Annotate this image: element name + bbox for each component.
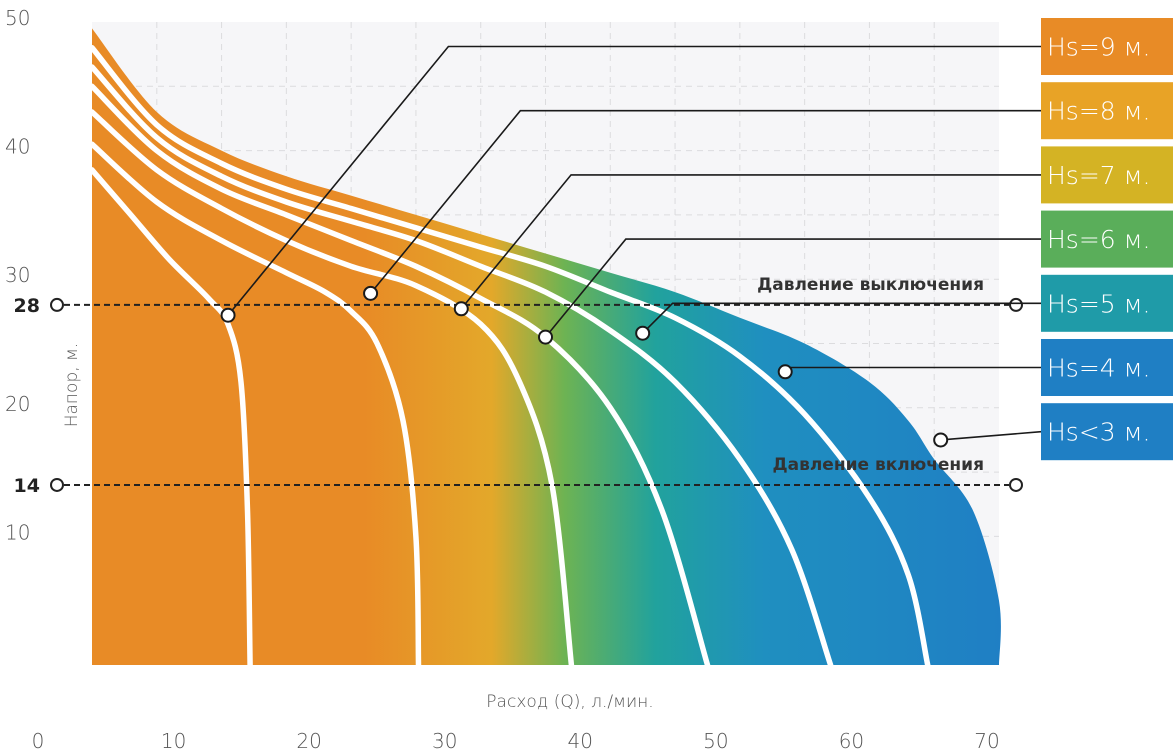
y-axis-title: Напор, м. (62, 343, 82, 428)
x-tick-label: 20 (296, 729, 321, 753)
legend-label: Hs<3 м. (1047, 418, 1150, 447)
curve-marker (933, 432, 949, 448)
curve-marker (538, 329, 553, 345)
y-tick-label: 30 (5, 263, 30, 287)
x-tick-label: 30 (432, 729, 457, 753)
reference-marker-right (1009, 297, 1023, 312)
legend-label: Hs=8 м. (1047, 97, 1150, 126)
legend-label: Hs=6 м. (1047, 225, 1150, 254)
legend-box (1041, 403, 1173, 461)
legend: Hs=9 м. Hs=8 м. Hs=7 м. Hs=6 м. Hs=5 м. Hs=4 … (1041, 18, 1173, 461)
series-line-Hs=8 м. (89, 141, 422, 668)
reference-value: 28 (14, 295, 40, 317)
legend-label: Hs=5 м. (1047, 289, 1150, 318)
curve-marker (363, 285, 379, 301)
reference-label: Давление включения (772, 455, 984, 475)
leader-line (460, 174, 1041, 310)
x-tick-label: 70 (974, 729, 999, 753)
curve-marker (777, 364, 793, 380)
reference-lines: 28 Давление выключения 14 Давление включени… (14, 275, 1023, 497)
reference-label: Давление выключения (757, 275, 984, 295)
legend-label: Hs=7 м. (1047, 161, 1150, 190)
x-axis-ticks: 0 10 20 30 40 50 60 70 (32, 729, 1000, 753)
series-line-Hs=6 м. (89, 83, 711, 668)
y-tick-label: 10 (5, 520, 30, 544)
legend-box (1041, 274, 1173, 332)
x-tick-label: 40 (568, 729, 593, 753)
leader-line (227, 45, 1041, 316)
series-line-Hs=4 м. (89, 44, 931, 668)
leader-lines (220, 45, 1042, 448)
curve-marker (453, 301, 469, 317)
legend-box (1041, 339, 1173, 396)
curve-marker (220, 307, 236, 323)
y-tick-label: 40 (5, 135, 30, 159)
x-axis-title: Расход (Q), л./мин. (486, 692, 653, 712)
reference-marker-left (50, 477, 64, 492)
legend-box (1041, 210, 1173, 268)
legend-label: Hs=9 м. (1047, 33, 1150, 62)
leader-line (369, 109, 1041, 294)
legend-label: Hs=4 м. (1047, 354, 1150, 383)
legend-box (1041, 82, 1173, 140)
reference-marker-right (1009, 477, 1023, 492)
leader-line (544, 238, 1041, 338)
curve-marker (635, 325, 651, 341)
area-fill-Hs<3 м. (92, 28, 1001, 665)
legend-box (1041, 18, 1173, 75)
leader-line (642, 302, 1041, 334)
legend-box (1041, 146, 1173, 204)
x-tick-label: 50 (703, 729, 728, 753)
x-tick-label: 60 (839, 729, 864, 753)
reference-value: 14 (14, 475, 40, 497)
y-tick-label: 20 (5, 392, 30, 416)
curves-layer (89, 28, 1001, 668)
series-line-Hs=7 м. (89, 109, 575, 668)
y-tick-label: 50 (5, 6, 30, 30)
leader-line (940, 430, 1042, 441)
y-axis-ticks: 50 40 30 20 10 (5, 6, 30, 544)
series-line-Hs=5 м. (89, 64, 834, 668)
series-line-Hs=9 м. (89, 167, 253, 668)
x-tick-label: 0 (32, 729, 45, 753)
reference-marker-left (50, 297, 64, 312)
x-tick-label: 10 (161, 729, 186, 753)
